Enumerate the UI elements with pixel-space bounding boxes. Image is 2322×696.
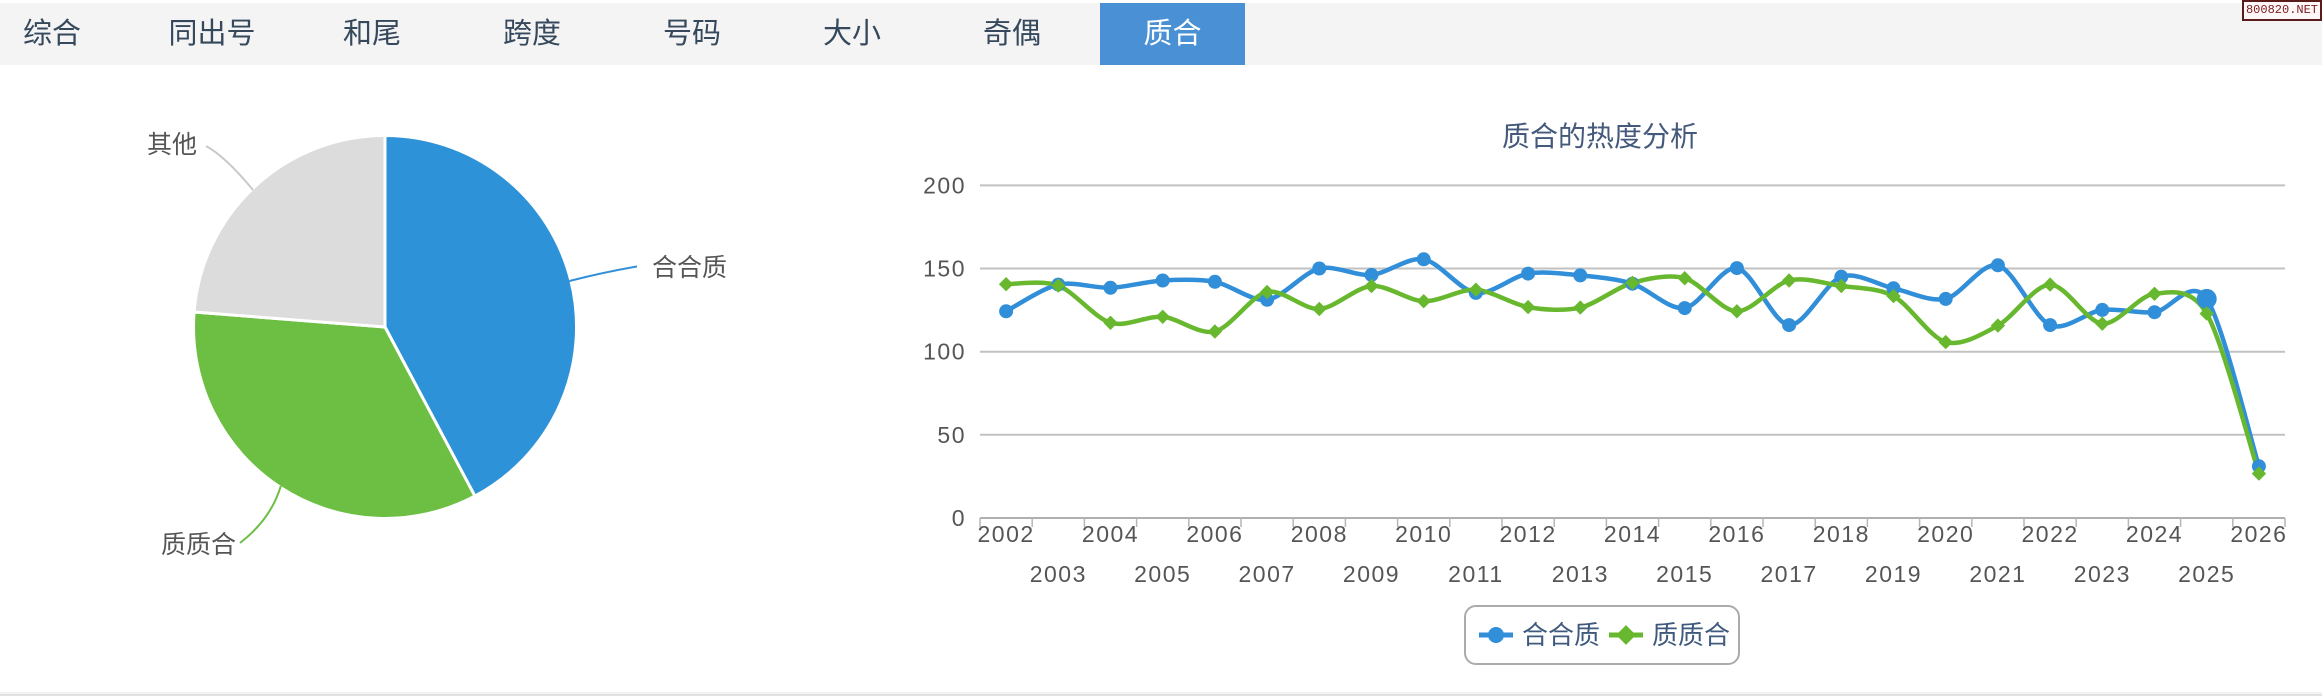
svg-text:2024: 2024 — [2126, 521, 2183, 547]
svg-text:2026: 2026 — [2230, 521, 2287, 547]
svg-text:200: 200 — [923, 172, 966, 198]
svg-text:2025: 2025 — [2178, 561, 2235, 587]
svg-text:2004: 2004 — [1082, 521, 1139, 547]
svg-text:2008: 2008 — [1291, 521, 1348, 547]
svg-text:质质合: 质质合 — [1652, 620, 1730, 650]
svg-text:2023: 2023 — [2074, 561, 2131, 587]
svg-text:2016: 2016 — [1708, 521, 1765, 547]
svg-text:其他: 其他 — [147, 131, 197, 159]
svg-text:2019: 2019 — [1865, 561, 1922, 587]
svg-text:2010: 2010 — [1395, 521, 1452, 547]
svg-text:2022: 2022 — [2022, 521, 2079, 547]
svg-text:2014: 2014 — [1604, 521, 1661, 547]
svg-text:2009: 2009 — [1343, 561, 1400, 587]
svg-text:2017: 2017 — [1761, 561, 1818, 587]
svg-text:2011: 2011 — [1448, 561, 1503, 587]
svg-text:2002: 2002 — [978, 521, 1035, 547]
svg-text:150: 150 — [923, 256, 966, 282]
svg-text:2015: 2015 — [1656, 561, 1713, 587]
svg-text:质质合: 质质合 — [161, 531, 236, 559]
svg-text:2018: 2018 — [1813, 521, 1870, 547]
svg-text:2007: 2007 — [1239, 561, 1296, 587]
svg-text:2021: 2021 — [1969, 561, 2026, 587]
svg-text:2006: 2006 — [1186, 521, 1243, 547]
svg-text:2020: 2020 — [1917, 521, 1974, 547]
svg-text:50: 50 — [937, 422, 966, 448]
svg-text:合合质: 合合质 — [1522, 620, 1600, 650]
svg-text:2005: 2005 — [1134, 561, 1191, 587]
svg-text:2012: 2012 — [1500, 521, 1557, 547]
svg-text:2013: 2013 — [1552, 561, 1609, 587]
svg-text:0: 0 — [952, 505, 966, 531]
svg-text:2003: 2003 — [1030, 561, 1087, 587]
svg-text:质合的热度分析: 质合的热度分析 — [1502, 121, 1698, 152]
svg-text:合合质: 合合质 — [652, 254, 727, 282]
svg-text:100: 100 — [923, 339, 966, 365]
